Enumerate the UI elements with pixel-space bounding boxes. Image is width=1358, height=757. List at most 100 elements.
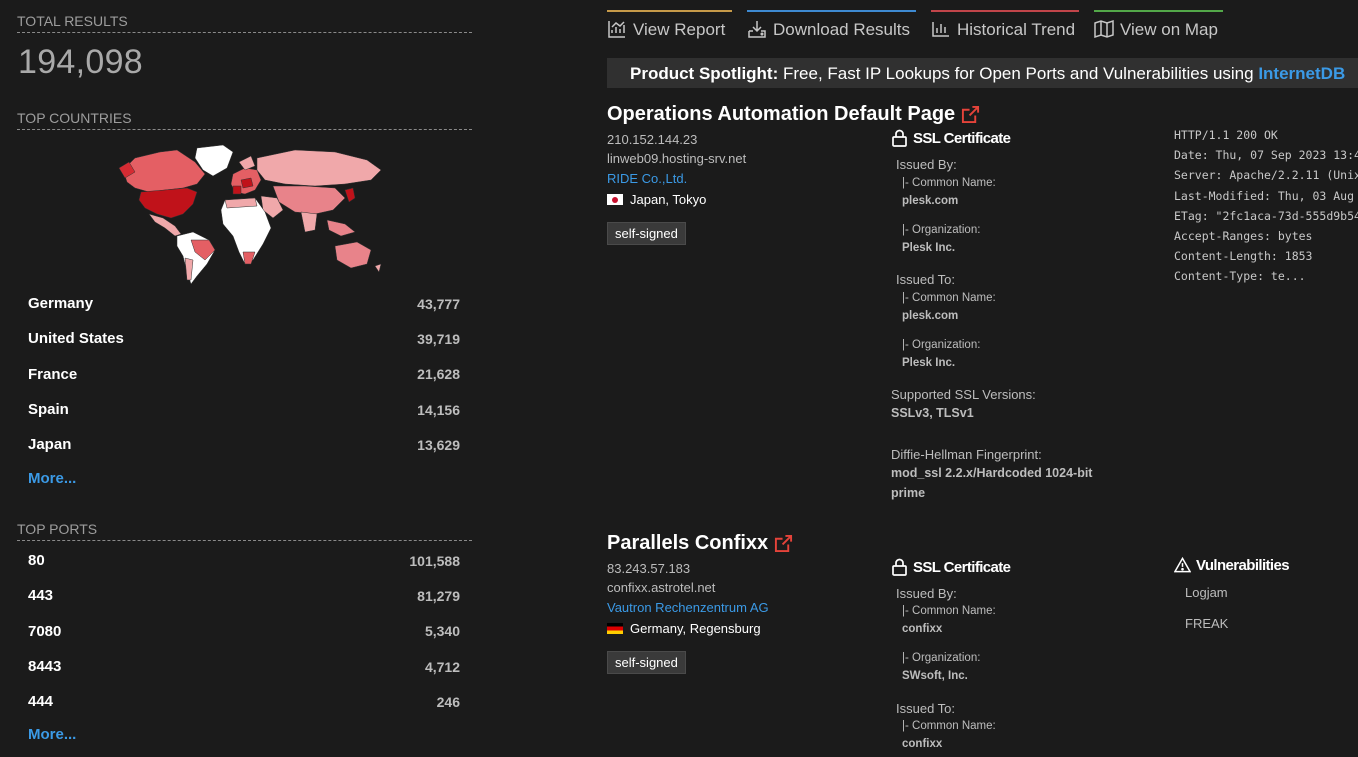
port-number[interactable]: 444 [28,693,54,711]
view-report-tab[interactable]: View Report [607,10,732,44]
ports-more-link[interactable]: More... [28,726,77,743]
result-info: 83.243.57.183 confixx.astrotel.net Vautr… [607,559,769,638]
port-row[interactable]: 80 101,588 [28,543,460,578]
dh-fingerprint-line1: mod_ssl 2.2.x/Hardcoded 1024-bit [891,466,1093,480]
self-signed-tag[interactable]: self-signed [607,222,686,245]
country-count: 39,719 [417,330,460,347]
lock-icon [892,129,907,147]
country-count: 43,777 [417,295,460,312]
issued-to-label: Issued To: [896,272,956,287]
country-row[interactable]: Spain 14,156 [28,392,460,427]
total-results-heading: TOTAL RESULTS [17,13,472,33]
vulnerability-item[interactable]: Logjam [1185,585,1228,600]
issued-to-cn-value: confixx [902,738,943,750]
ssl-certificate-block: SSL Certificate Issued By: |- Common Nam… [891,558,1101,750]
issued-to-org-label: |- Organization: [902,339,981,351]
result-ip[interactable]: 83.243.57.183 [607,561,691,576]
issued-to-cn-value: plesk.com [902,310,959,322]
vulnerabilities-block: Vulnerabilities Logjam FREAK [1174,556,1358,631]
world-map[interactable] [105,140,390,285]
countries-more-link[interactable]: More... [28,470,77,487]
download-results-tab[interactable]: Download Results [747,10,916,44]
spotlight-text: Free, Fast IP Lookups for Open Ports and… [783,64,1254,83]
issued-to-org-value: Plesk Inc. [902,357,956,369]
country-name[interactable]: Spain [28,401,69,419]
port-count: 5,340 [424,623,460,640]
issued-by-org-label: |- Organization: [902,652,981,664]
port-number[interactable]: 443 [28,587,54,605]
historical-trend-label: Historical Trend [957,20,1076,39]
vulnerabilities-title: Vulnerabilities [1174,556,1358,574]
result-title-text[interactable]: Operations Automation Default Page [607,103,956,125]
download-results-label: Download Results [773,20,911,39]
result-ip[interactable]: 210.152.144.23 [607,132,698,147]
result-title[interactable]: Operations Automation Default Page [607,103,1358,126]
product-spotlight-banner: Product Spotlight: Free, Fast IP Lookups… [607,58,1358,88]
result-location-text: Japan, Tokyo [630,191,707,207]
ssl-versions-value: SSLv3, TLSv1 [891,406,974,420]
ssl-title-text: SSL Certificate [913,558,1011,576]
ssl-title: SSL Certificate [891,558,1101,576]
header-line: Accept-Ranges: bytes [1174,229,1313,244]
issued-by-org-value: Plesk Inc. [902,242,956,254]
result-location: Japan, Tokyo [607,190,746,209]
header-line: Date: Thu, 07 Sep 2023 13:4 [1174,148,1358,163]
result-hostname: linweb09.hosting-srv.net [607,151,747,167]
countries-list: Germany 43,777 United States 39,719 Fran… [28,286,460,462]
self-signed-tag[interactable]: self-signed [607,651,686,674]
port-number[interactable]: 8443 [28,658,62,676]
result-title-text[interactable]: Parallels Confixx [607,532,769,554]
download-icon [748,21,766,38]
country-row[interactable]: Germany 43,777 [28,286,460,321]
internetdb-link[interactable]: InternetDB [1258,64,1346,83]
port-count: 246 [436,693,460,710]
port-row[interactable]: 8443 4,712 [28,649,460,684]
issued-by-label: Issued By: [896,157,957,172]
issued-by-org-label: |- Organization: [902,224,981,236]
ssl-versions-label: Supported SSL Versions: [891,387,1036,402]
issued-by-cn-label: |- Common Name: [902,605,996,617]
external-link-icon[interactable] [774,534,793,553]
port-count: 4,712 [424,658,460,675]
header-line: Content-Type: te... [1174,269,1306,284]
result-org-link[interactable]: Vautron Rechenzentrum AG [607,599,769,615]
country-name[interactable]: United States [28,330,124,348]
country-row[interactable]: Japan 13,629 [28,427,460,462]
ssl-title: SSL Certificate [891,129,1101,147]
issued-by-cn-value: confixx [902,623,943,635]
country-count: 14,156 [417,401,460,418]
historical-trend-tab[interactable]: Historical Trend [931,10,1079,44]
issued-by-cn-value: plesk.com [902,195,959,207]
port-row[interactable]: 7080 5,340 [28,614,460,649]
port-row[interactable]: 443 81,279 [28,578,460,613]
result-org-link[interactable]: RIDE Co.,Ltd. [607,170,688,186]
country-count: 13,629 [417,436,460,453]
port-number[interactable]: 80 [28,552,45,570]
header-line: HTTP/1.1 200 OK [1174,128,1278,142]
issued-to-label: Issued To: [896,701,956,716]
country-row[interactable]: United States 39,719 [28,321,460,356]
search-result: Parallels Confixx 83.243.57.183 confixx.… [607,532,1358,757]
chart-icon [608,21,625,38]
country-name[interactable]: France [28,365,78,383]
issued-by-label: Issued By: [896,586,957,601]
country-name[interactable]: Germany [28,295,94,313]
port-row[interactable]: 444 246 [28,684,460,719]
vulnerability-item[interactable]: FREAK [1185,616,1229,631]
port-number[interactable]: 7080 [28,622,62,640]
japan-flag-icon [607,194,623,206]
issued-by-cn-label: |- Common Name: [902,177,996,189]
top-ports-heading: TOP PORTS [17,521,472,541]
ssl-title-text: SSL Certificate [913,129,1011,147]
header-line: Last-Modified: Thu, 03 Aug [1174,188,1355,203]
country-row[interactable]: France 21,628 [28,357,460,392]
vulnerabilities-title-text: Vulnerabilities [1196,556,1290,574]
bar-chart-icon [932,22,949,37]
view-on-map-tab[interactable]: View on Map [1094,10,1223,44]
issued-to-cn-label: |- Common Name: [902,720,996,732]
country-name[interactable]: Japan [28,436,72,454]
spotlight-prefix: Product Spotlight: [630,64,779,83]
result-title[interactable]: Parallels Confixx [607,532,1358,555]
external-link-icon[interactable] [961,105,980,124]
header-line: ETag: "2fc1aca-73d-555d9b54 [1174,208,1358,223]
